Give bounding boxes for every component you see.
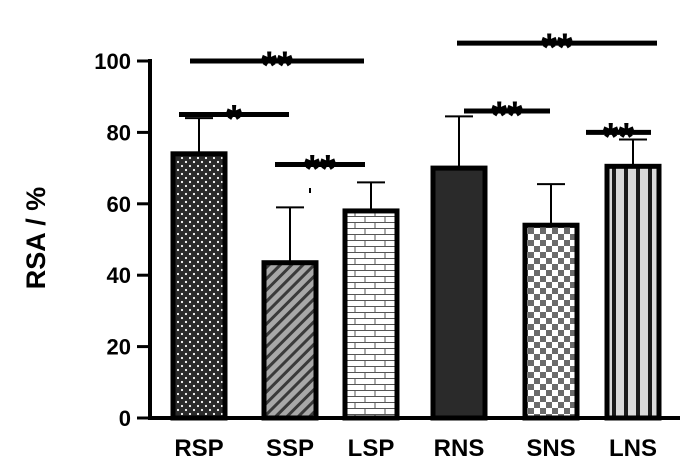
y-tick-label: 80: [107, 120, 131, 145]
bar-lsp: [342, 208, 400, 421]
significance-group: ********* **: [179, 26, 657, 192]
significance-label: **: [541, 26, 573, 70]
x-tick-label-lns: LNS: [609, 435, 657, 462]
y-axis-ticks: 0 20 40 60 80 100: [94, 49, 150, 431]
significance-label: **: [491, 94, 523, 138]
bar-sns: [522, 222, 580, 421]
bars-group: [170, 151, 662, 421]
error-bars-group: [185, 115, 647, 263]
y-axis-title: RSA / %: [21, 187, 51, 290]
y-tick-label: 40: [107, 263, 131, 288]
bar-rns: [430, 165, 488, 421]
significance-label: *: [226, 98, 242, 142]
x-tick-label-rsp: RSP: [174, 435, 223, 462]
bar-ssp: [261, 260, 319, 421]
x-tick-label-sns: SNS: [526, 435, 575, 462]
bar-lns: [604, 163, 662, 421]
x-axis-labels: RSP SSP LSP RNS SNS LNS: [174, 435, 657, 462]
significance-label: **: [603, 115, 635, 159]
x-tick-label-ssp: SSP: [266, 435, 314, 462]
bar-rsp: [170, 151, 228, 421]
x-tick-label-rns: RNS: [434, 435, 485, 462]
y-tick-label: 0: [119, 406, 131, 431]
significance-label: **: [261, 44, 293, 88]
y-tick-label: 60: [107, 192, 131, 217]
x-tick-label-lsp: LSP: [348, 435, 395, 462]
y-tick-label: 20: [107, 335, 131, 360]
significance-label: **: [304, 148, 336, 192]
y-tick-label: 100: [94, 49, 131, 74]
